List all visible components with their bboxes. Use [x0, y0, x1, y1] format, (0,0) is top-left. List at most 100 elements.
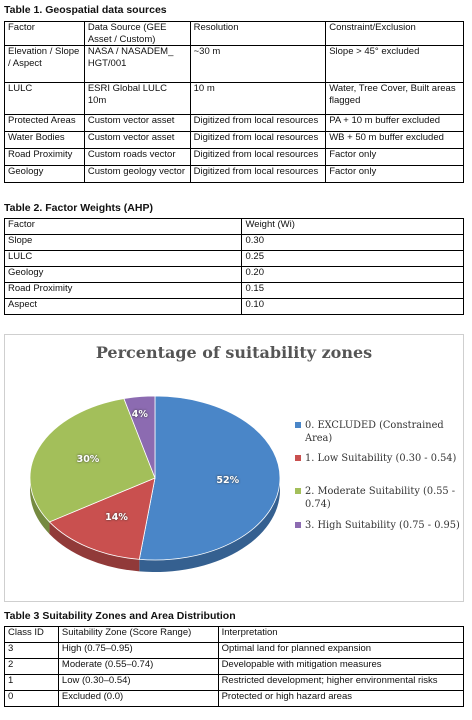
header-cell: Suitability Zone (Score Range)	[57, 626, 219, 643]
pie-slice	[29, 398, 156, 523]
table-cell: NASA / NASADEM_ HGT/001	[83, 45, 191, 83]
table2-caption: Table 2. Factor Weights (AHP)	[4, 202, 153, 214]
pie-percent-label: 4%	[131, 408, 148, 420]
table-header-row: Factor Data Source (GEE Asset / Custom) …	[4, 21, 464, 46]
table-row: 1 Low (0.30–0.54) Restricted development…	[4, 674, 465, 691]
pie-slice-side	[139, 478, 280, 572]
table-cell: 2	[4, 658, 59, 675]
table-cell: Custom vector asset	[83, 131, 191, 149]
table-cell: 0.25	[241, 250, 464, 267]
table-cell: Digitized from local resources	[189, 165, 327, 183]
pie-slice-side	[30, 478, 50, 534]
pie-slice	[123, 395, 156, 479]
table-cell: 10 m	[189, 82, 327, 115]
table1-caption: Table 1. Geospatial data sources	[4, 4, 167, 16]
table-cell: Road Proximity	[3, 282, 243, 299]
table-cell: 0.20	[241, 266, 464, 283]
table-cell: Factor only	[325, 148, 464, 166]
table-row: Road Proximity 0.15	[3, 282, 464, 299]
table-cell: LULC	[4, 82, 85, 115]
header-cell: Resolution	[189, 21, 327, 46]
table-row: Aspect 0.10	[3, 298, 464, 315]
table-cell: Optimal land for planned expansion	[217, 642, 465, 659]
table-row: LULC 0.25	[3, 250, 464, 267]
table-cell: Custom roads vector	[83, 148, 191, 166]
header-cell: Weight (Wi)	[241, 218, 464, 235]
header-cell: Class ID	[4, 626, 59, 643]
table-cell: Restricted development; higher environme…	[217, 674, 465, 691]
legend-label: 2. Moderate Suitability (0.55 - 0.74)	[305, 486, 456, 510]
table-cell: Factor only	[325, 165, 464, 183]
table-cell: Custom geology vector	[83, 165, 191, 183]
header-cell: Data Source (GEE Asset / Custom)	[83, 21, 191, 46]
pie-svg	[29, 395, 281, 572]
legend-label: 0. EXCLUDED (Constrained Area)	[305, 420, 444, 444]
table-cell: Protected Areas	[4, 114, 85, 132]
table-cell: Aspect	[3, 298, 243, 315]
table-cell: 3	[4, 642, 59, 659]
table-header-row: Class ID Suitability Zone (Score Range) …	[4, 626, 465, 643]
header-cell: Constraint/Exclusion	[325, 21, 464, 46]
table-row: Water Bodies Custom vector asset Digitiz…	[4, 131, 464, 149]
pie-percent-label: 30%	[76, 454, 100, 466]
table-cell: Water Bodies	[4, 131, 85, 149]
table-cell: 1	[4, 674, 59, 691]
suitability-zones-table: Class ID Suitability Zone (Score Range) …	[4, 626, 465, 707]
table-cell: Elevation / Slope / Aspect	[4, 45, 85, 83]
legend-label: 1. Low Suitability (0.30 - 0.54)	[305, 453, 457, 464]
factor-weights-table: Factor Weight (Wi) Slope 0.30 LULC 0.25 …	[3, 218, 464, 315]
legend-swatch	[295, 422, 301, 428]
table-cell: 0	[4, 690, 59, 707]
table-cell: Road Proximity	[4, 148, 85, 166]
data-sources-table: Factor Data Source (GEE Asset / Custom) …	[4, 21, 464, 183]
legend-swatch	[295, 522, 301, 528]
table-cell: ESRI Global LULC 10m	[83, 82, 191, 115]
table-row: Slope 0.30	[3, 234, 464, 251]
table-cell: Geology	[3, 266, 243, 283]
table-row: Road Proximity Custom roads vector Digit…	[4, 148, 464, 166]
pie-percent-label: 14%	[105, 512, 128, 524]
table-row: 2 Moderate (0.55–0.74) Developable with …	[4, 658, 465, 675]
pie-percent-label: 52%	[216, 474, 240, 486]
table-cell: Digitized from local resources	[189, 131, 327, 149]
table-cell: 0.10	[241, 298, 464, 315]
table-cell: WB + 50 m buffer excluded	[325, 131, 464, 149]
table-cell: Developable with mitigation measures	[217, 658, 465, 675]
pie-slice-side	[49, 521, 140, 572]
pie-slice	[48, 477, 156, 560]
table-cell: Water, Tree Cover, Built areas flagged	[325, 82, 464, 115]
legend-swatch	[295, 488, 301, 494]
table-cell: Moderate (0.55–0.74)	[57, 658, 219, 675]
table-row: Geology 0.20	[3, 266, 464, 283]
table-row: Elevation / Slope / Aspect NASA / NASADE…	[4, 45, 464, 83]
table-cell: Digitized from local resources	[189, 114, 327, 132]
table-header-row: Factor Weight (Wi)	[3, 218, 464, 235]
table-cell: Excluded (0.0)	[57, 690, 219, 707]
chart-title: Percentage of suitability zones	[95, 343, 373, 362]
table-cell: Slope	[3, 234, 243, 251]
table-cell: Digitized from local resources	[189, 148, 327, 166]
suitability-pie-chart: Percentage of suitability zones 52% 14% 30…	[4, 334, 464, 602]
table-row: Geology Custom geology vector Digitized …	[4, 165, 464, 183]
table-cell: Slope > 45° excluded	[325, 45, 464, 83]
table-cell: Geology	[4, 165, 85, 183]
table-cell: Low (0.30–0.54)	[57, 674, 219, 691]
table-row: LULC ESRI Global LULC 10m 10 m Water, Tr…	[4, 82, 464, 115]
table-cell: Protected or high hazard areas	[217, 690, 465, 707]
table-cell: LULC	[3, 250, 243, 267]
table-row: 0 Excluded (0.0) Protected or high hazar…	[4, 690, 465, 707]
table-cell: PA + 10 m buffer excluded	[325, 114, 464, 132]
table-cell: 0.15	[241, 282, 464, 299]
table-cell: Custom vector asset	[83, 114, 191, 132]
legend-swatch	[295, 455, 301, 461]
header-cell: Factor	[3, 218, 243, 235]
header-cell: Factor	[4, 21, 85, 46]
table-cell: 0.30	[241, 234, 464, 251]
table-row: 3 High (0.75–0.95) Optimal land for plan…	[4, 642, 465, 659]
pie-slice	[138, 395, 281, 561]
table-row: Protected Areas Custom vector asset Digi…	[4, 114, 464, 132]
table-cell: High (0.75–0.95)	[57, 642, 219, 659]
table-cell: ~30 m	[189, 45, 327, 83]
table3-caption: Table 3 Suitability Zones and Area Distr…	[4, 610, 236, 622]
legend-label: 3. High Suitability (0.75 - 0.95)	[305, 520, 460, 531]
